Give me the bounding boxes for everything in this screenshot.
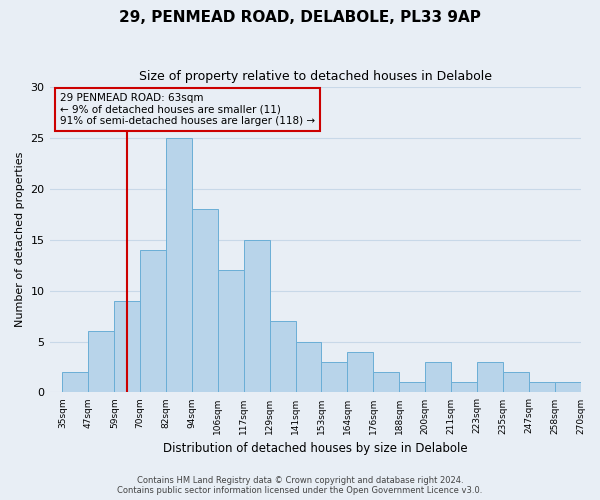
Bar (114, 301, 140, 392)
Bar (62, 372, 88, 392)
X-axis label: Distribution of detached houses by size in Delabole: Distribution of detached houses by size … (163, 442, 467, 455)
Bar (373, 372, 399, 392)
Bar (529, 382, 554, 392)
Bar (269, 321, 296, 392)
Y-axis label: Number of detached properties: Number of detached properties (15, 152, 25, 328)
Bar (192, 209, 218, 392)
Bar (399, 382, 425, 392)
Bar (296, 342, 322, 392)
Bar (477, 362, 503, 392)
Bar (503, 372, 529, 392)
Bar (88, 332, 114, 392)
Bar (554, 382, 581, 392)
Bar (166, 138, 192, 392)
Bar (425, 362, 451, 392)
Bar (244, 240, 269, 392)
Bar (347, 352, 373, 393)
Bar (322, 362, 347, 392)
Text: Contains HM Land Registry data © Crown copyright and database right 2024.
Contai: Contains HM Land Registry data © Crown c… (118, 476, 482, 495)
Bar (451, 382, 477, 392)
Bar (140, 250, 166, 392)
Text: 29, PENMEAD ROAD, DELABOLE, PL33 9AP: 29, PENMEAD ROAD, DELABOLE, PL33 9AP (119, 10, 481, 25)
Text: 29 PENMEAD ROAD: 63sqm
← 9% of detached houses are smaller (11)
91% of semi-deta: 29 PENMEAD ROAD: 63sqm ← 9% of detached … (60, 93, 315, 126)
Title: Size of property relative to detached houses in Delabole: Size of property relative to detached ho… (139, 70, 491, 83)
Bar (218, 270, 244, 392)
